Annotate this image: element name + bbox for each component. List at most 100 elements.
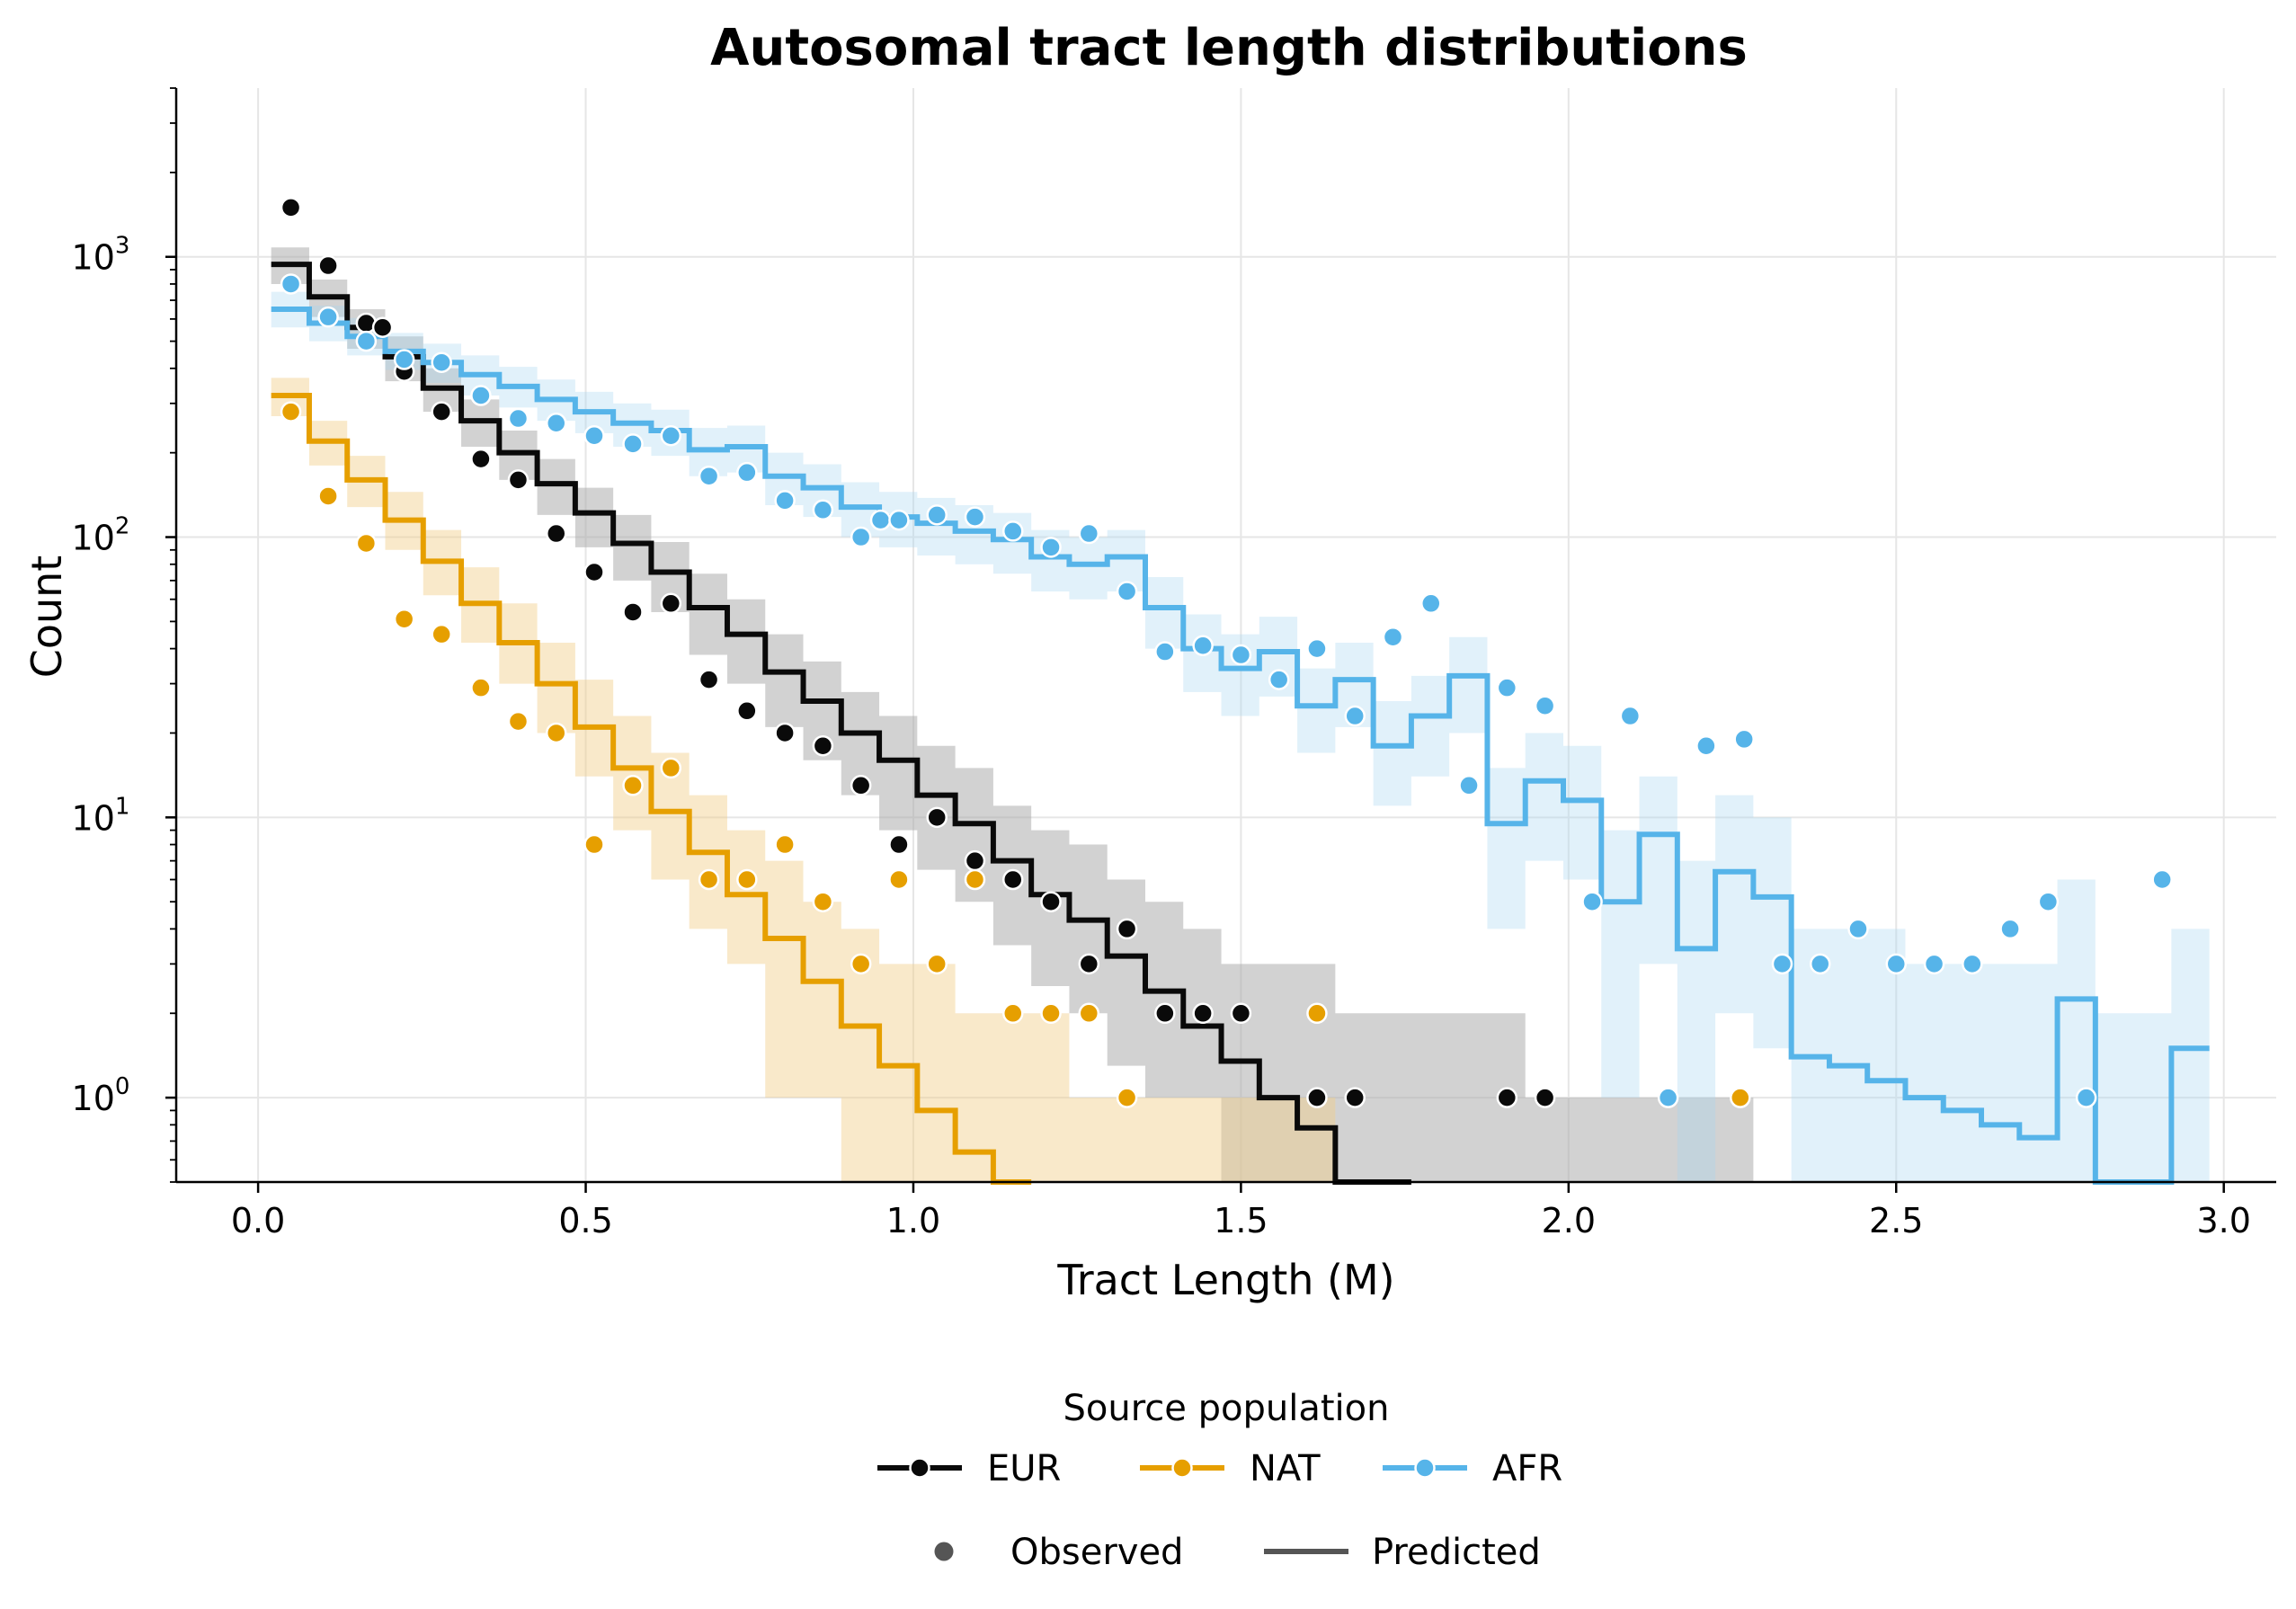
observed-point-afr [812,499,834,521]
observed-point-afr [1002,520,1024,542]
observed-point-nat [698,868,720,891]
x-tick-label: 1.0 [886,1201,940,1240]
observed-point-afr [660,424,682,447]
observed-point-afr [736,461,758,484]
predicted-line-nat [271,393,1032,1185]
y-tick-label: 103 [72,233,130,278]
observed-point-eur [280,197,302,218]
predicted-line-eur [271,262,1411,1185]
observed-point-nat [1306,1002,1328,1025]
x-tick-label: 0.0 [231,1201,285,1240]
observed-point-afr [1420,592,1442,615]
x-tick-label: 3.0 [2196,1201,2250,1240]
confidence-bands [271,247,2210,1182]
observed-point-eur [545,522,567,545]
band-afr [271,291,2210,1182]
observed-point-afr [470,385,492,406]
observed-point-afr [1809,953,1831,975]
observed-point-eur [622,601,644,623]
observed-point-afr [1458,775,1480,796]
legend-title: Source population [1063,1388,1390,1429]
observed-point-afr [1695,734,1717,757]
observed-point-afr [1657,1087,1679,1108]
observed-point-eur [1496,1087,1518,1108]
x-tick-label: 1.5 [1214,1201,1268,1240]
observed-point-afr [1496,677,1518,698]
legend-label-observed: Observed [1010,1532,1183,1573]
y-ticks: 100 101 102 103 [72,87,176,1183]
x-axis-label: Tract Length (M) [1056,1256,1394,1304]
observed-point-afr [1534,695,1556,717]
observed-point-afr [317,306,339,328]
observed-point-nat [393,608,415,630]
observed-point-nat [812,891,834,912]
observed-point-afr [1771,953,1793,975]
observed-point-nat [583,833,605,856]
x-tick-label: 2.5 [1869,1201,1923,1240]
legend-marker-nat [1171,1457,1193,1479]
observed-point-afr [280,273,302,295]
observed-point-nat [470,677,492,698]
observed-point-nat [1002,1002,1024,1025]
observed-point-afr [545,413,567,434]
gridlines [176,88,2276,1182]
observed-point-eur [1154,1002,1176,1025]
observed-point-afr [393,349,415,370]
observed-point-nat [280,401,302,422]
observed-point-eur [1192,1002,1214,1025]
x-tick-label: 0.5 [558,1201,612,1240]
observed-point-afr [431,351,452,373]
observed-point-afr [622,433,644,455]
observed-point-nat [1040,1002,1062,1025]
observed-point-nat [888,868,910,891]
observed-point-eur [317,254,339,277]
legend-marker-eur [909,1457,930,1479]
observed-point-nat [507,710,530,733]
observed-point-eur [1306,1087,1328,1108]
observed-point-afr [1192,635,1214,657]
observed-point-nat [660,757,682,779]
legend-label-eur: EUR [987,1448,1061,1489]
observed-point-eur [698,669,720,690]
observed-point-eur [736,700,758,722]
x-tick-label: 2.0 [1542,1201,1596,1240]
observed-point-afr [1154,641,1176,662]
observed-point-afr [1382,626,1404,648]
observed-point-afr [1962,953,1983,975]
observed-point-eur [774,722,796,744]
observed-point-nat [926,953,948,975]
observed-point-eur [470,448,492,470]
observed-point-afr [1923,953,1945,975]
observed-point-afr [1847,918,1869,940]
observed-point-nat [355,532,378,555]
observed-point-nat [964,868,986,891]
observed-point-afr [1619,705,1642,727]
observed-point-afr [774,490,796,511]
observed-point-nat [431,623,452,645]
observed-point-eur [888,833,910,856]
observed-point-eur [1040,891,1062,912]
observed-point-afr [1885,953,1908,975]
observed-point-eur [431,401,452,422]
chart-title: Autosomal tract length distributions [710,19,1748,77]
observed-point-eur [926,806,948,829]
y-tick-label: 100 [72,1073,130,1118]
observed-point-eur [964,849,986,872]
x-ticks: 0.0 0.5 1.0 1.5 2.0 2.5 3.0 [231,1182,2251,1240]
observed-point-afr [355,330,378,352]
observed-point-afr [1116,581,1138,602]
observed-point-nat [1730,1087,1751,1108]
observed-point-afr [850,526,872,548]
predicted-step-lines [271,262,2210,1185]
observed-point-afr [1306,637,1328,660]
observed-point-afr [1268,669,1290,690]
observed-point-afr [2151,868,2173,891]
observed-point-eur [1116,918,1138,940]
observed-point-afr [964,506,986,528]
observed-point-eur [1344,1087,1366,1108]
observed-point-afr [1230,644,1252,666]
observed-point-eur [850,775,872,796]
observed-point-nat [1078,1002,1100,1025]
y-tick-label: 102 [72,513,130,558]
